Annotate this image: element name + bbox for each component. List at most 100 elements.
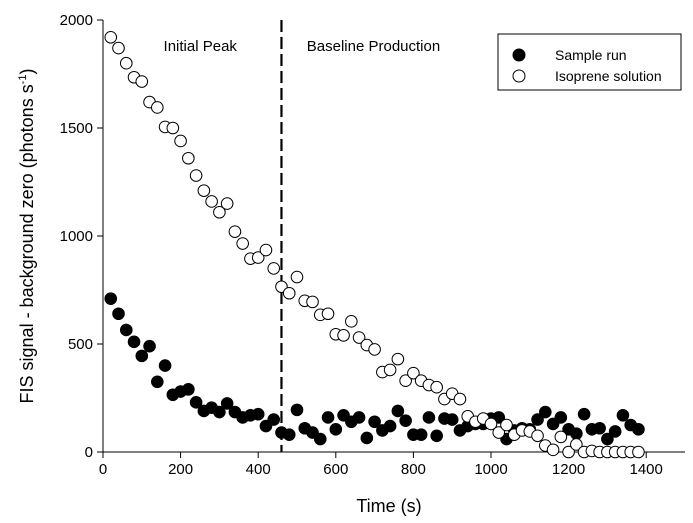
point-isoprene-solution <box>337 329 350 342</box>
point-isoprene-solution <box>282 286 296 300</box>
x-tick-label: 1000 <box>474 461 507 478</box>
point-isoprene-solution <box>236 237 249 250</box>
x-tick-label: 600 <box>323 461 348 478</box>
y-tick-label: 0 <box>85 444 93 461</box>
point-sample-run <box>189 396 203 409</box>
point-isoprene-solution <box>119 56 133 70</box>
x-tick-label: 1200 <box>552 461 585 478</box>
point-isoprene-solution <box>104 30 118 44</box>
point-sample-run <box>531 413 544 426</box>
point-isoprene-solution <box>267 262 281 275</box>
y-axis: 0 500 1000 1500 2000 <box>60 12 103 461</box>
y-axis-title-superscript: -1 <box>17 75 29 85</box>
point-sample-run <box>220 397 234 410</box>
point-sample-run <box>368 415 381 429</box>
y-axis-title-main: FIS signal - background zero (photons s <box>17 84 37 403</box>
point-isoprene-solution <box>352 331 366 344</box>
point-isoprene-solution <box>484 417 498 431</box>
y-axis-title: FIS signal - background zero (photons s-… <box>17 69 37 404</box>
point-isoprene-solution <box>213 205 226 219</box>
point-sample-run <box>143 339 156 353</box>
point-sample-run <box>182 383 195 396</box>
point-isoprene-solution <box>135 75 149 88</box>
point-isoprene-solution <box>453 392 467 406</box>
point-sample-run <box>267 413 281 426</box>
point-sample-run <box>430 429 443 443</box>
point-isoprene-solution <box>321 307 335 321</box>
point-sample-run <box>593 421 606 435</box>
point-sample-run <box>290 403 304 417</box>
point-isoprene-solution <box>290 270 304 284</box>
point-isoprene-solution <box>407 366 420 380</box>
legend-marker-isoprene-solution <box>512 69 526 83</box>
x-tick-label: 1400 <box>630 461 663 478</box>
point-isoprene-solution <box>632 445 645 459</box>
point-isoprene-solution <box>383 363 397 377</box>
point-sample-run <box>554 411 568 424</box>
point-sample-run <box>119 323 133 337</box>
x-tick-label: 0 <box>99 461 107 478</box>
point-isoprene-solution <box>546 443 560 457</box>
x-tick-label: 400 <box>246 461 271 478</box>
point-isoprene-solution <box>306 295 319 309</box>
legend-label-isoprene-solution: Isoprene solution <box>555 68 662 84</box>
point-isoprene-solution <box>174 134 187 148</box>
point-isoprene-solution <box>562 445 575 459</box>
point-sample-run <box>329 423 343 436</box>
point-isoprene-solution <box>399 374 412 388</box>
point-isoprene-solution <box>492 426 506 439</box>
x-tick-label: 800 <box>401 461 426 478</box>
point-isoprene-solution <box>197 184 211 197</box>
y-tick-label: 500 <box>68 336 93 353</box>
point-sample-run <box>445 413 459 426</box>
point-isoprene-solution <box>182 151 195 165</box>
y-tick-label: 2000 <box>60 12 93 29</box>
point-isoprene-solution <box>368 343 381 356</box>
point-isoprene-solution <box>345 315 358 328</box>
point-isoprene-solution <box>220 197 234 210</box>
point-sample-run <box>112 307 125 321</box>
point-sample-run <box>360 431 374 445</box>
legend-box <box>497 33 682 91</box>
point-sample-run <box>601 432 614 446</box>
point-isoprene-solution <box>430 380 443 394</box>
point-sample-run <box>135 349 149 363</box>
point-sample-run <box>352 411 366 424</box>
x-axis: 0 200 400 600 800 1000 1200 1400 <box>99 452 663 478</box>
legend-marker-sample-run <box>512 48 526 62</box>
point-sample-run <box>383 419 397 433</box>
point-isoprene-solution <box>500 418 513 432</box>
point-sample-run <box>321 411 335 424</box>
point-sample-run <box>104 292 118 305</box>
point-isoprene-solution <box>251 251 265 264</box>
point-sample-run <box>151 375 164 389</box>
point-sample-run <box>158 359 172 372</box>
point-isoprene-solution <box>554 430 568 444</box>
point-sample-run <box>539 405 552 419</box>
point-sample-run <box>251 407 265 421</box>
legend: Sample run Isoprene solution <box>497 33 682 91</box>
point-isoprene-solution <box>531 429 544 443</box>
initial-peak-label: Initial Peak <box>164 38 238 55</box>
point-sample-run <box>399 414 412 427</box>
point-sample-run <box>577 407 591 421</box>
point-sample-run <box>213 405 226 419</box>
y-axis-title-close: ) <box>17 69 37 75</box>
point-isoprene-solution <box>228 225 242 238</box>
point-sample-run <box>414 428 428 442</box>
point-sample-run <box>616 408 630 422</box>
point-sample-run <box>608 425 622 438</box>
x-axis-title: Time (s) <box>356 496 421 516</box>
point-isoprene-solution <box>166 121 180 135</box>
point-sample-run <box>570 427 583 440</box>
point-isoprene-solution <box>205 195 218 208</box>
point-sample-run <box>391 404 405 418</box>
data-points <box>104 30 645 459</box>
point-sample-run <box>422 411 436 424</box>
point-isoprene-solution <box>570 438 583 451</box>
legend-label-sample-run: Sample run <box>555 47 627 63</box>
point-isoprene-solution <box>151 101 164 114</box>
point-sample-run <box>632 423 645 436</box>
y-tick-label: 1500 <box>60 120 93 137</box>
